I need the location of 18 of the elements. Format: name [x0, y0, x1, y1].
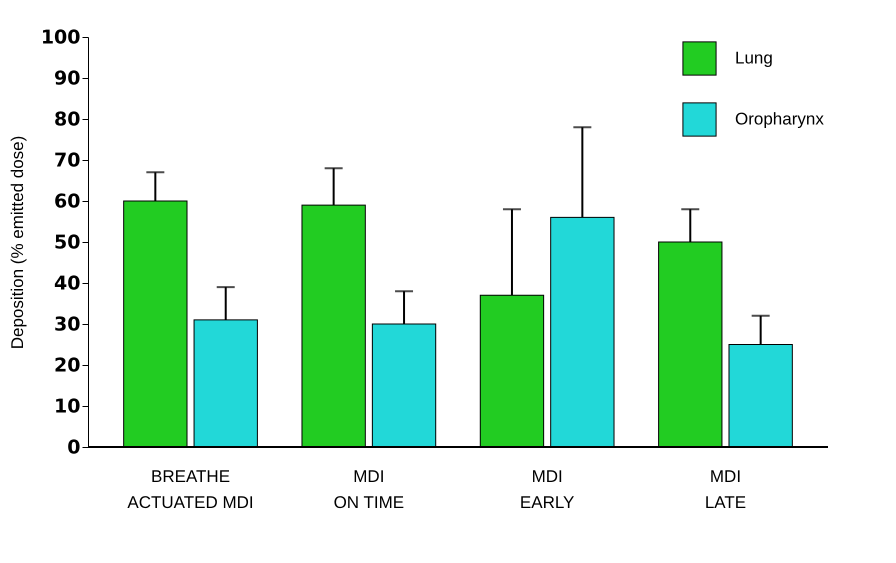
x-tick-label: BREATHE ACTUATED MDI — [127, 467, 254, 512]
y-tick-label: 50 — [54, 232, 80, 254]
y-tick-label: 60 — [54, 190, 80, 212]
y-tick-label: 100 — [40, 26, 80, 48]
y-axis-title: Deposition (% emitted dose) — [8, 136, 27, 350]
x-tick-label: MDI LATE — [704, 467, 746, 512]
x-tick-label: MDI ON TIME — [334, 467, 404, 512]
y-tick-label: 80 — [54, 108, 80, 130]
y-tick-label: 40 — [54, 272, 80, 294]
y-tick-label: 90 — [54, 68, 80, 90]
legend-label: Lung — [735, 48, 773, 68]
y-tick-label: 20 — [54, 354, 80, 376]
x-tick-label: MDI EARLY — [520, 467, 574, 512]
y-tick-label: 70 — [54, 150, 80, 172]
y-tick-label: 10 — [54, 396, 80, 418]
legend-label: Oropharynx — [735, 110, 824, 128]
y-tick-label: 0 — [67, 436, 80, 458]
y-tick-label: 30 — [54, 314, 80, 336]
